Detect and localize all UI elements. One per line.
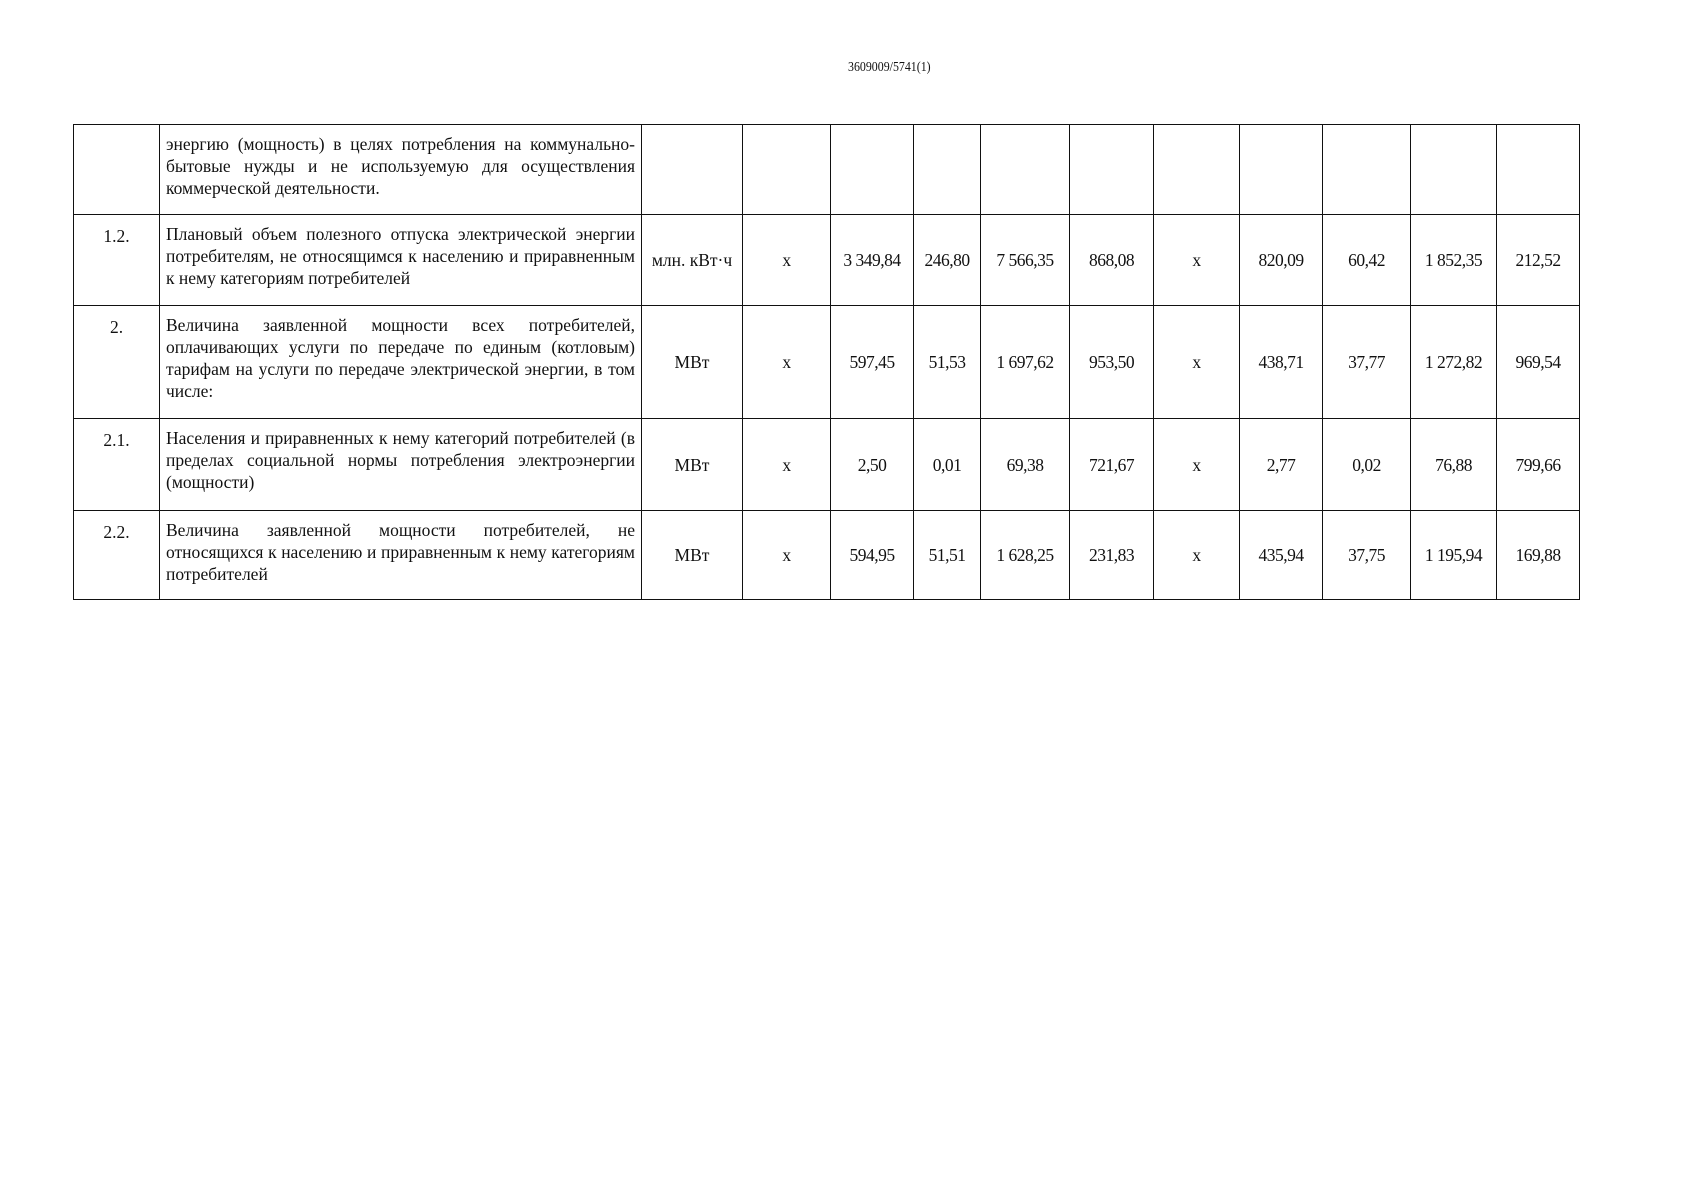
value-cell <box>1239 124 1323 215</box>
value-cell: 1 628,25 <box>980 510 1070 600</box>
value-cell: 597,45 <box>830 305 914 419</box>
value-cell: 820,09 <box>1239 214 1323 306</box>
value-cell: x <box>1153 214 1240 306</box>
value-cell <box>1069 124 1154 215</box>
value-cell <box>980 124 1070 215</box>
row-description: энергию (мощность) в целях потребления н… <box>159 124 642 215</box>
value-cell: 1 852,35 <box>1410 214 1497 306</box>
row-description: Плановый объем полезного отпуска электри… <box>159 214 642 306</box>
value-cell: 51,51 <box>913 510 981 600</box>
value-cell: 37,77 <box>1322 305 1411 419</box>
table-row: 1.2. Плановый объем полезного отпуска эле… <box>73 214 1580 306</box>
row-description: Населения и приравненных к нему категори… <box>159 418 642 511</box>
value-cell: x <box>1153 510 1240 600</box>
data-table: энергию (мощность) в целях потребления н… <box>73 124 1580 600</box>
table-row: 2.2. Величина заявленной мощности потреби… <box>73 510 1580 600</box>
value-cell: 1 697,62 <box>980 305 1070 419</box>
value-cell: x <box>742 418 831 511</box>
value-cell: 969,54 <box>1496 305 1580 419</box>
value-cell: 1 195,94 <box>1410 510 1497 600</box>
row-number: 1.2. <box>73 214 160 306</box>
value-cell: x <box>1153 418 1240 511</box>
value-cell: 7 566,35 <box>980 214 1070 306</box>
row-number: 2. <box>73 305 160 419</box>
value-cell: x <box>742 214 831 306</box>
value-cell: 953,50 <box>1069 305 1154 419</box>
value-cell: 51,53 <box>913 305 981 419</box>
value-cell: 60,42 <box>1322 214 1411 306</box>
document-number: 3609009/5741(1) <box>848 60 931 75</box>
table-row: энергию (мощность) в целях потребления н… <box>73 124 1580 215</box>
value-cell: 0,02 <box>1322 418 1411 511</box>
table-row: 2. Величина заявленной мощности всех потр… <box>73 305 1580 419</box>
value-cell: x <box>1153 305 1240 419</box>
value-cell: 3 349,84 <box>830 214 914 306</box>
value-cell <box>742 124 831 215</box>
value-cell: 721,67 <box>1069 418 1154 511</box>
value-cell: 69,38 <box>980 418 1070 511</box>
value-cell: 246,80 <box>913 214 981 306</box>
value-cell: 868,08 <box>1069 214 1154 306</box>
value-cell: 594,95 <box>830 510 914 600</box>
value-cell <box>1410 124 1497 215</box>
value-cell: 0,01 <box>913 418 981 511</box>
value-cell: 1 272,82 <box>1410 305 1497 419</box>
row-unit: МВт <box>641 418 743 511</box>
row-number: 2.1. <box>73 418 160 511</box>
row-description: Величина заявленной мощности всех потреб… <box>159 305 642 419</box>
row-unit: МВт <box>641 510 743 600</box>
row-number <box>73 124 160 215</box>
value-cell <box>1153 124 1240 215</box>
row-number: 2.2. <box>73 510 160 600</box>
row-description: Величина заявленной мощности потребителе… <box>159 510 642 600</box>
value-cell <box>830 124 914 215</box>
value-cell <box>913 124 981 215</box>
value-cell: 169,88 <box>1496 510 1580 600</box>
value-cell: 2,77 <box>1239 418 1323 511</box>
table-row: 2.1. Населения и приравненных к нему кате… <box>73 418 1580 511</box>
value-cell: 799,66 <box>1496 418 1580 511</box>
value-cell: 231,83 <box>1069 510 1154 600</box>
value-cell: x <box>742 305 831 419</box>
value-cell: 435,94 <box>1239 510 1323 600</box>
value-cell: x <box>742 510 831 600</box>
row-unit <box>641 124 743 215</box>
row-unit: млн. кВт·ч <box>641 214 743 306</box>
value-cell: 37,75 <box>1322 510 1411 600</box>
value-cell: 212,52 <box>1496 214 1580 306</box>
value-cell: 76,88 <box>1410 418 1497 511</box>
value-cell <box>1496 124 1580 215</box>
value-cell: 438,71 <box>1239 305 1323 419</box>
value-cell <box>1322 124 1411 215</box>
value-cell: 2,50 <box>830 418 914 511</box>
row-unit: МВт <box>641 305 743 419</box>
